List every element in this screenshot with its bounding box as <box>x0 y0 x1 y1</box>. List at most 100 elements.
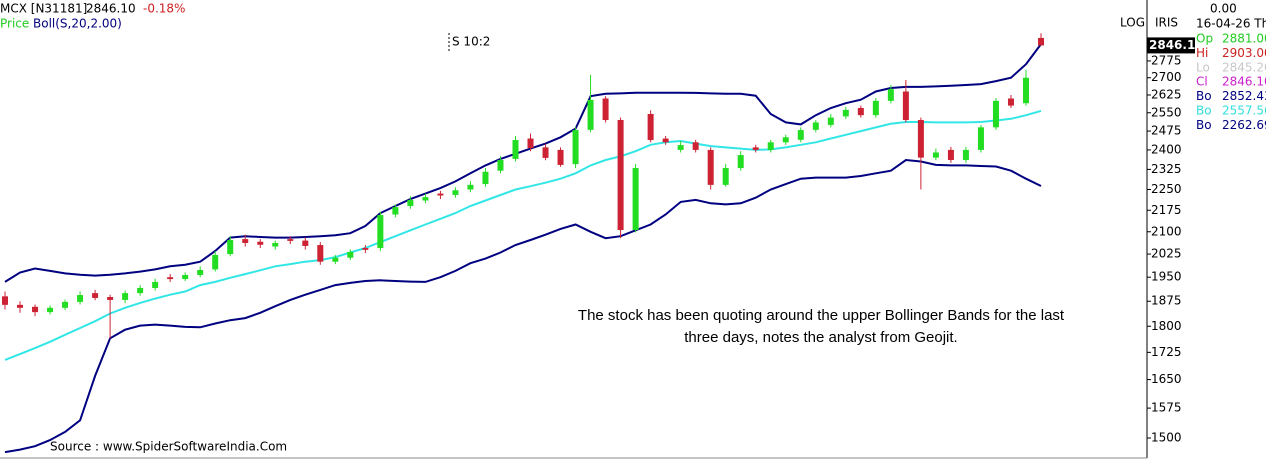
candle-body <box>587 99 594 130</box>
candle-body <box>812 122 819 130</box>
candle-body <box>107 296 114 300</box>
candle-body <box>242 239 249 243</box>
candle-body <box>602 98 609 121</box>
candle-body <box>692 142 699 150</box>
panel-top-value: 0.00 <box>1210 2 1237 16</box>
candle-body <box>2 296 8 305</box>
bollinger-band <box>4 158 1042 454</box>
candle-body <box>347 251 354 258</box>
price-box <box>1147 37 1195 54</box>
y-tick-label: 2775 <box>1151 53 1182 67</box>
candle-body <box>1007 98 1014 106</box>
candle-body <box>962 149 969 160</box>
y-tick-label: 2625 <box>1151 87 1182 101</box>
candle-body <box>857 107 864 116</box>
candle-body <box>632 168 639 231</box>
annotation-line: The stock has been quoting around the up… <box>578 307 1065 324</box>
candle-body <box>122 293 129 300</box>
candle-body <box>977 127 984 150</box>
candle-body <box>422 197 429 201</box>
candle-body <box>827 117 834 125</box>
candle-body <box>572 130 579 165</box>
panel-value: 2881.00 <box>1222 32 1266 46</box>
candle-body <box>77 295 84 302</box>
candle-body <box>902 91 909 121</box>
candle-body <box>212 254 219 270</box>
candle-body <box>332 257 339 262</box>
annotation-line: three days, notes the analyst from Geoji… <box>684 329 957 346</box>
candle-body <box>227 239 234 255</box>
candle-body <box>557 149 564 165</box>
candle-body <box>512 140 519 159</box>
scale-label: LOG <box>1120 16 1145 30</box>
panel-label: Op <box>1196 32 1213 46</box>
candle-body <box>872 100 879 116</box>
marker-label: S 10:2 <box>452 35 490 49</box>
y-tick-label: 2400 <box>1151 142 1182 156</box>
panel-value: 2903.00 <box>1222 46 1266 60</box>
candle-body <box>1038 37 1044 46</box>
price-box-label: 2846.10 <box>1149 38 1204 52</box>
y-tick-label: 2325 <box>1151 162 1182 176</box>
y-tick-label: 1650 <box>1151 372 1182 386</box>
candle-body <box>17 304 24 308</box>
candle-body <box>302 240 309 246</box>
candle-body <box>797 130 804 140</box>
y-tick-label: 1500 <box>1151 431 1182 445</box>
y-tick-label: 2250 <box>1151 182 1182 196</box>
candle-body <box>737 155 744 169</box>
y-tick-label: 1875 <box>1151 294 1182 308</box>
panel-label: Bo <box>1196 118 1212 132</box>
panel-label: Hi <box>1196 46 1208 60</box>
candle-body <box>527 138 534 149</box>
panel-label: Cl <box>1196 75 1208 89</box>
y-tick-label: 2100 <box>1151 224 1182 238</box>
panel-value: 2262.69 <box>1222 118 1266 132</box>
candle-body <box>152 281 159 288</box>
y-tick-label: 2700 <box>1151 70 1182 84</box>
last-price: 2846.10 <box>86 2 136 16</box>
candle-body <box>287 239 294 241</box>
candle-body <box>47 307 54 313</box>
candle-body <box>482 171 489 185</box>
candle-body <box>197 270 204 275</box>
change: -0.18% <box>143 2 185 16</box>
candle-body <box>407 199 414 207</box>
candle-body <box>1022 77 1029 104</box>
panel-label: Bo <box>1196 89 1212 103</box>
price-legend: Price <box>0 17 29 31</box>
panel-value: 2557.56 <box>1222 104 1266 118</box>
bollinger-band <box>4 43 1042 283</box>
bollinger-band <box>4 109 1042 361</box>
candle-body <box>992 100 999 128</box>
y-tick-label: 2475 <box>1151 124 1182 138</box>
candle-body <box>467 184 474 190</box>
candle-body <box>377 215 384 249</box>
panel-date: 16-04-26 Th <box>1196 17 1266 31</box>
candle-body <box>437 193 444 196</box>
panel-label: Lo <box>1196 60 1210 74</box>
panel-label: Bo <box>1196 104 1212 118</box>
candle-body <box>722 168 729 185</box>
candle-body <box>662 138 669 143</box>
candle-body <box>392 207 399 215</box>
panel-title: IRIS <box>1155 16 1178 30</box>
candle-body <box>767 142 774 150</box>
candle-body <box>887 89 894 101</box>
candle-body <box>92 293 99 298</box>
candle-body <box>167 277 174 280</box>
y-tick-label: 2175 <box>1151 203 1182 217</box>
candle-body <box>842 109 849 117</box>
panel-value: 2845.20 <box>1222 60 1266 74</box>
panel-value: 2846.10 <box>1222 75 1266 89</box>
candle-body <box>32 306 39 313</box>
candle-body <box>932 152 939 158</box>
candle-body <box>782 137 789 143</box>
candle-body <box>362 248 369 250</box>
y-tick-label: 1575 <box>1151 401 1182 415</box>
candle-body <box>917 120 924 158</box>
candle-body <box>257 241 264 245</box>
candle-body <box>947 149 954 160</box>
candle-body <box>647 113 654 141</box>
